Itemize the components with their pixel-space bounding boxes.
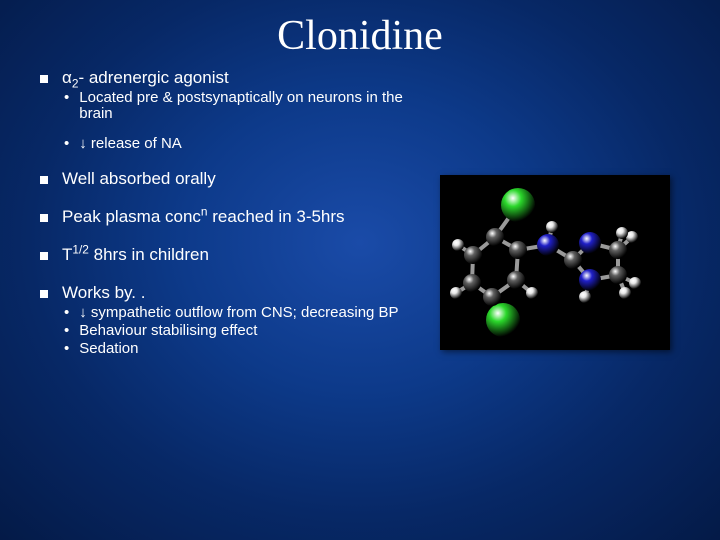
bullet-text: T1/2 8hrs in children bbox=[62, 245, 209, 265]
bullet-level-1: Peak plasma concn reached in 3-5hrs bbox=[40, 207, 440, 227]
bullet-level-1: Works by. . bbox=[40, 283, 440, 303]
round-bullet-icon: • bbox=[64, 90, 69, 106]
bullet-text: Peak plasma concn reached in 3-5hrs bbox=[62, 207, 345, 227]
bullet-level-2: • ↓ sympathetic outflow from CNS; decreas… bbox=[64, 305, 440, 321]
round-bullet-icon: • bbox=[64, 305, 69, 321]
round-bullet-icon: • bbox=[64, 341, 69, 357]
bullet-level-1: Well absorbed orally bbox=[40, 169, 440, 189]
square-bullet-icon bbox=[40, 75, 48, 83]
round-bullet-icon: • bbox=[64, 136, 69, 152]
square-bullet-icon bbox=[40, 252, 48, 260]
slide-title: Clonidine bbox=[0, 0, 720, 60]
molecule-image bbox=[440, 175, 670, 350]
bullet-text: Works by. . bbox=[62, 283, 145, 303]
bullet-text: Behaviour stabilising effect bbox=[79, 323, 257, 339]
round-bullet-icon: • bbox=[64, 323, 69, 339]
bullet-level-2: • ↓ release of NA bbox=[64, 136, 440, 152]
bullet-text: ↓ sympathetic outflow from CNS; decreasi… bbox=[79, 305, 398, 321]
bullet-text: ↓ release of NA bbox=[79, 136, 182, 152]
bullet-text: Sedation bbox=[79, 341, 138, 357]
square-bullet-icon bbox=[40, 176, 48, 184]
bullet-level-2: • Sedation bbox=[64, 341, 440, 357]
content-area: α2- adrenergic agonist • Located pre & pos… bbox=[0, 60, 480, 357]
square-bullet-icon bbox=[40, 214, 48, 222]
bullet-level-1: T1/2 8hrs in children bbox=[40, 245, 440, 265]
bullet-level-1: α2- adrenergic agonist bbox=[40, 68, 440, 88]
bullet-level-2: • Located pre & postsynaptically on neuro… bbox=[64, 90, 440, 122]
bullet-text: Located pre & postsynaptically on neuron… bbox=[79, 90, 440, 122]
square-bullet-icon bbox=[40, 290, 48, 298]
bullet-text: α2- adrenergic agonist bbox=[62, 68, 229, 88]
bullet-text: Well absorbed orally bbox=[62, 169, 216, 189]
bullet-level-2: • Behaviour stabilising effect bbox=[64, 323, 440, 339]
